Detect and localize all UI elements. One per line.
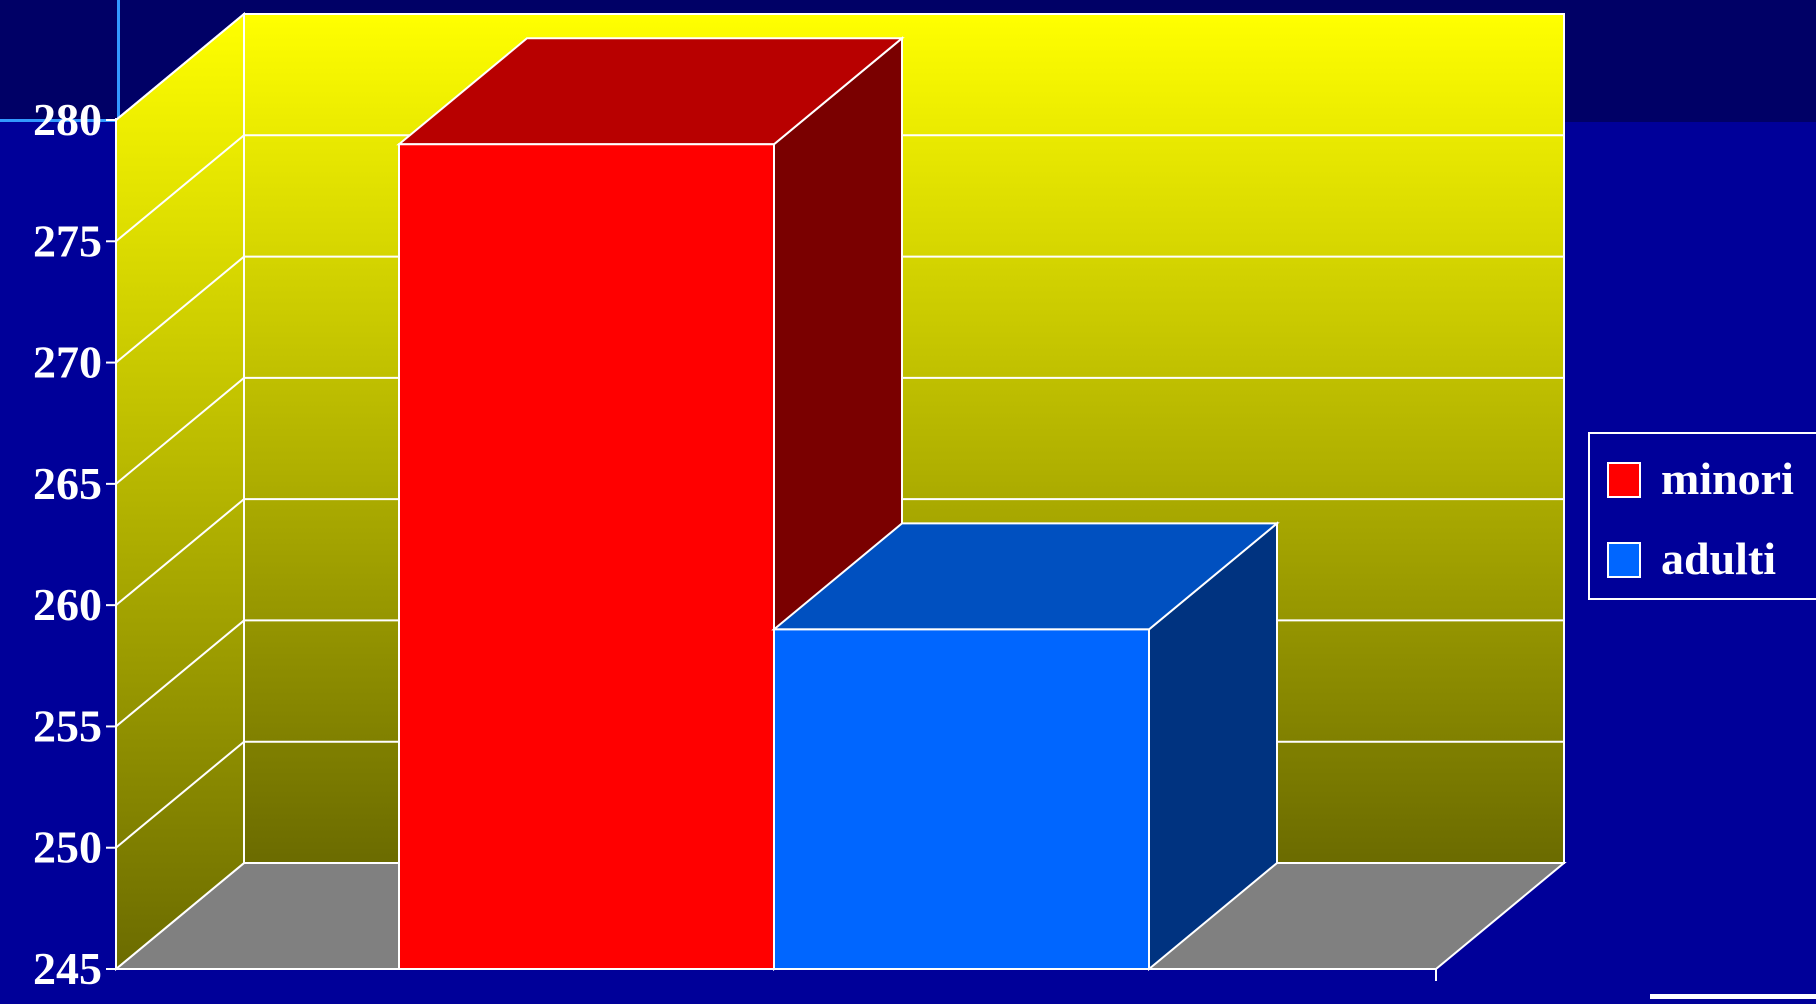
legend-swatch-adulti xyxy=(1607,542,1641,578)
gridline xyxy=(115,13,1564,121)
legend-swatch-minori xyxy=(1607,462,1641,498)
gridline xyxy=(115,255,1564,364)
plot-area: 245 250 255 260 265 270 275 280 xyxy=(33,11,1567,994)
title-accent-vertical xyxy=(117,0,120,122)
y-tick-label: 280 xyxy=(33,94,102,145)
legend-label-adulti: adulti xyxy=(1661,533,1776,584)
bar-adulti xyxy=(773,628,1150,971)
chart-side-wall xyxy=(115,11,245,972)
gridline xyxy=(115,376,1564,485)
bar-minori xyxy=(398,143,775,970)
y-tick-label: 250 xyxy=(33,822,102,873)
gridline xyxy=(115,498,1564,606)
y-tick-label: 255 xyxy=(33,700,102,751)
y-tick-label: 265 xyxy=(33,458,102,509)
legend-label-minori: minori xyxy=(1661,453,1794,504)
gridline xyxy=(115,134,1564,243)
y-tick-label: 270 xyxy=(33,337,102,388)
corner-decoration xyxy=(1650,994,1816,999)
title-accent-line xyxy=(0,119,120,122)
legend: minori adulti xyxy=(1588,432,1816,999)
y-tick-label: 275 xyxy=(33,215,102,266)
legend-box xyxy=(1588,432,1816,600)
y-tick-label: 260 xyxy=(33,579,102,630)
y-tick-label: 245 xyxy=(33,943,102,994)
